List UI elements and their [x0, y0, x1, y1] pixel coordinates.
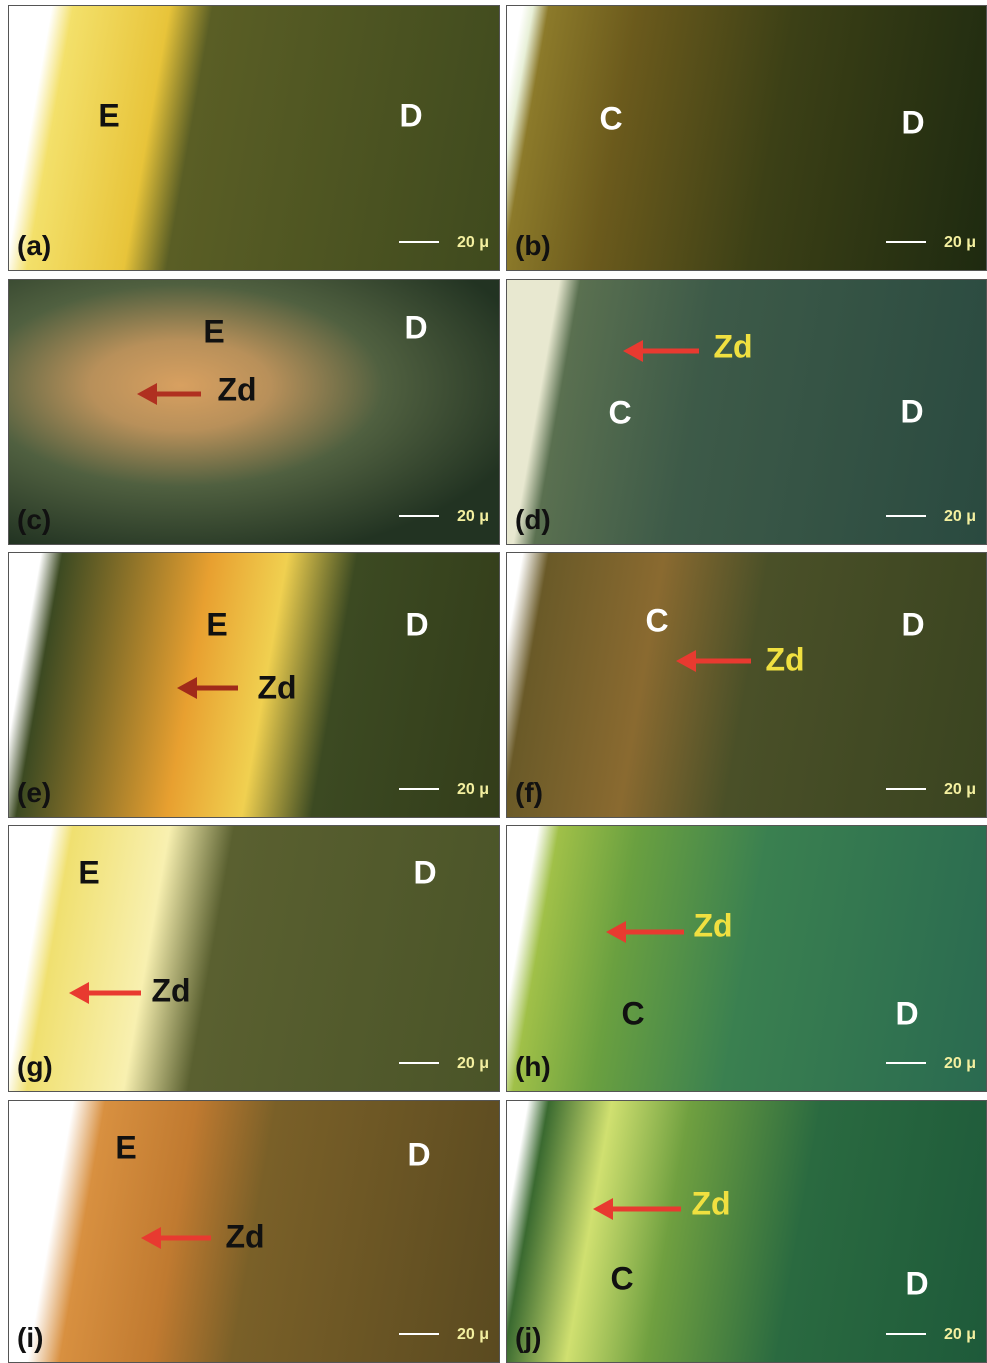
micrograph-panel: E D Zd 20 μ (e): [8, 552, 500, 818]
annotation: D: [905, 1266, 928, 1303]
scale-bar: [886, 788, 926, 790]
scale-bar: [886, 1333, 926, 1335]
annotation: C: [610, 1261, 633, 1298]
panel-label: (e): [17, 777, 51, 809]
annotation: E: [78, 855, 99, 892]
scale-label: 20 μ: [457, 781, 489, 799]
scale-label: 20 μ: [457, 508, 489, 526]
micrograph-panel: E D 20 μ (a): [8, 5, 500, 271]
panel-label: (d): [515, 504, 551, 536]
micrograph-panel: Zd C D 20 μ (j): [506, 1100, 987, 1363]
scale-bar: [886, 241, 926, 243]
scale-label: 20 μ: [944, 234, 976, 252]
page: E D 20 μ (a) C D 20 μ (b) E D Zd 20 μ (c) Zd C D 20 μ (d)…: [0, 0, 987, 1363]
scale-bar: [399, 241, 439, 243]
annotation: Zd: [225, 1219, 264, 1256]
scale-label: 20 μ: [457, 1326, 489, 1344]
panel-label: (f): [515, 777, 543, 809]
micrograph-panel: E D Zd 20 μ (c): [8, 279, 500, 545]
annotation: Zd: [217, 372, 256, 409]
annotation: Zd: [151, 973, 190, 1010]
scale-label: 20 μ: [457, 234, 489, 252]
arrow: [9, 553, 500, 818]
annotation: Zd: [257, 670, 296, 707]
scale-label: 20 μ: [944, 508, 976, 526]
annotation: Zd: [765, 642, 804, 679]
panel-label: (b): [515, 230, 551, 262]
micrograph-panel: C D 20 μ (b): [506, 5, 987, 271]
annotation: D: [407, 1137, 430, 1174]
arrow: [507, 553, 987, 818]
annotation: D: [901, 607, 924, 644]
annotation: Zd: [691, 1186, 730, 1223]
micrograph-panel: Zd C D 20 μ (d): [506, 279, 987, 545]
micrograph-panel: C D Zd 20 μ (f): [506, 552, 987, 818]
annotation: D: [900, 394, 923, 431]
annotation: D: [404, 310, 427, 347]
panel-label: (j): [515, 1322, 541, 1354]
panel-label: (g): [17, 1051, 53, 1083]
scale-bar: [399, 788, 439, 790]
scale-label: 20 μ: [944, 1326, 976, 1344]
annotation: C: [599, 101, 622, 138]
annotation: D: [901, 105, 924, 142]
arrow: [507, 1101, 987, 1363]
panel-label: (h): [515, 1051, 551, 1083]
annotation: Zd: [693, 908, 732, 945]
scale-label: 20 μ: [457, 1055, 489, 1073]
micrograph-panel: Zd C D 20 μ (h): [506, 825, 987, 1092]
annotation: E: [203, 314, 224, 351]
annotation: Zd: [713, 329, 752, 366]
panel-label: (c): [17, 504, 51, 536]
annotation: D: [895, 996, 918, 1033]
arrow: [507, 826, 987, 1092]
panel-label: (i): [17, 1322, 43, 1354]
scale-label: 20 μ: [944, 781, 976, 799]
scale-bar: [886, 1062, 926, 1064]
scale-bar: [399, 1062, 439, 1064]
scale-label: 20 μ: [944, 1055, 976, 1073]
micrograph-panel: E D Zd 20 μ (g): [8, 825, 500, 1092]
annotation: E: [98, 98, 119, 135]
scale-bar: [886, 515, 926, 517]
annotation: E: [115, 1130, 136, 1167]
annotation: D: [405, 607, 428, 644]
annotation: C: [645, 603, 668, 640]
annotation: C: [621, 996, 644, 1033]
scale-bar: [399, 1333, 439, 1335]
annotation: D: [399, 98, 422, 135]
annotation: E: [206, 607, 227, 644]
scale-bar: [399, 515, 439, 517]
panel-label: (a): [17, 230, 51, 262]
annotation: C: [608, 395, 631, 432]
annotation: D: [413, 855, 436, 892]
micrograph-panel: E D Zd 20 μ (i): [8, 1100, 500, 1363]
